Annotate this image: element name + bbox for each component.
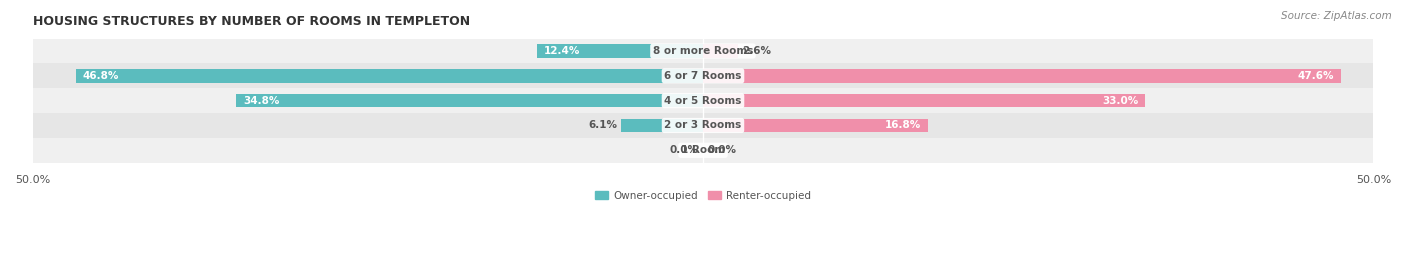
Text: 2.6%: 2.6%	[742, 46, 770, 56]
Bar	[703, 44, 738, 58]
Bar	[76, 69, 703, 83]
Text: 12.4%: 12.4%	[544, 46, 579, 56]
Text: 0.0%: 0.0%	[707, 145, 735, 155]
Text: 1 Room: 1 Room	[681, 145, 725, 155]
Text: 47.6%: 47.6%	[1298, 71, 1334, 81]
Text: 4 or 5 Rooms: 4 or 5 Rooms	[664, 96, 742, 106]
Bar	[32, 88, 1374, 113]
Bar	[703, 119, 928, 132]
Text: 0.0%: 0.0%	[671, 145, 699, 155]
Bar	[32, 113, 1374, 138]
Text: HOUSING STRUCTURES BY NUMBER OF ROOMS IN TEMPLETON: HOUSING STRUCTURES BY NUMBER OF ROOMS IN…	[32, 15, 470, 28]
Bar	[32, 38, 1374, 63]
Text: 8 or more Rooms: 8 or more Rooms	[652, 46, 754, 56]
Text: 33.0%: 33.0%	[1102, 96, 1139, 106]
Bar	[703, 69, 1341, 83]
Bar	[621, 119, 703, 132]
Bar	[32, 63, 1374, 88]
Bar	[703, 94, 1146, 108]
Text: 46.8%: 46.8%	[82, 71, 118, 81]
Bar	[537, 44, 703, 58]
Bar	[32, 138, 1374, 163]
Text: 16.8%: 16.8%	[886, 121, 921, 130]
Text: Source: ZipAtlas.com: Source: ZipAtlas.com	[1281, 11, 1392, 21]
Text: 2 or 3 Rooms: 2 or 3 Rooms	[665, 121, 741, 130]
Legend: Owner-occupied, Renter-occupied: Owner-occupied, Renter-occupied	[591, 187, 815, 205]
Text: 6 or 7 Rooms: 6 or 7 Rooms	[664, 71, 742, 81]
Bar	[236, 94, 703, 108]
Text: 34.8%: 34.8%	[243, 96, 280, 106]
Text: 6.1%: 6.1%	[588, 121, 617, 130]
